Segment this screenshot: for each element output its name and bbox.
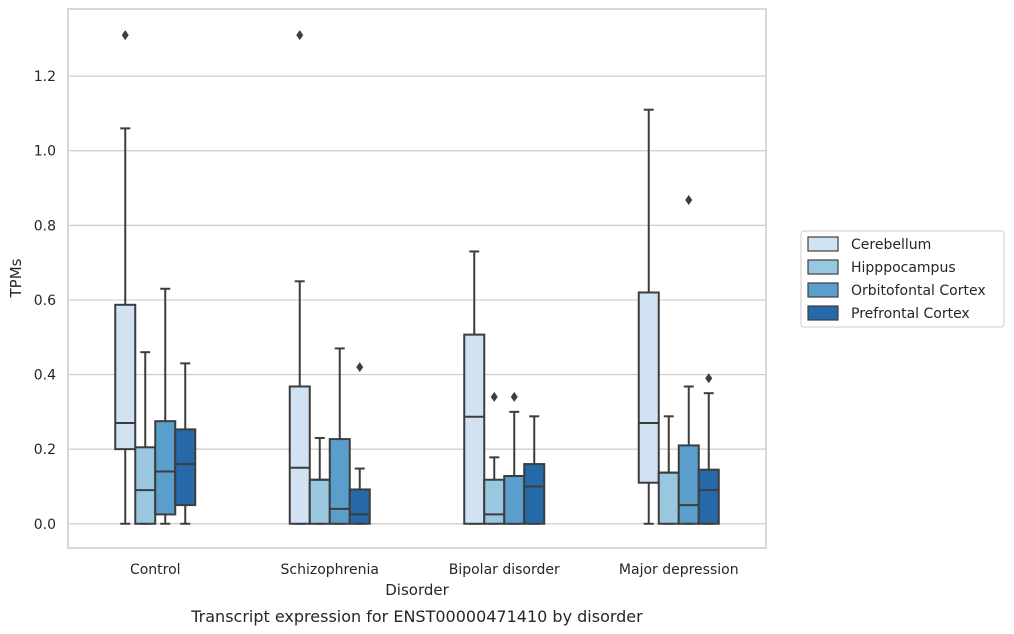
x-tick-label: Schizophrenia [281,562,379,578]
y-tick-label: 0.0 [34,517,56,533]
box [677,444,700,525]
box [463,333,486,525]
outlier-point [510,391,518,402]
legend-label: Cerebellum [851,237,931,253]
outlier-point [121,30,129,41]
legend-label: Prefrontal Cortex [851,306,970,322]
y-tick-label: 0.8 [34,218,56,234]
box-group [328,347,351,525]
box [134,446,157,525]
box [348,488,371,525]
legend-frame [800,230,1005,328]
box-group [174,362,197,525]
box [114,303,137,451]
box [697,468,720,525]
box [657,471,680,525]
y-axis-label: TPMs [7,258,25,298]
box-group [637,108,660,525]
box-group [523,415,546,525]
legend-label: Hipppocampus [851,260,956,276]
legend-swatch [807,305,839,321]
box-group [348,362,371,525]
legend-swatch [807,259,839,275]
x-tick-label: Control [130,562,181,578]
outlier-point [685,194,693,205]
outlier-point [356,362,364,373]
plot-frame [67,8,767,549]
y-tick-label: 0.2 [34,442,56,458]
x-axis-label: Disorder [385,581,449,599]
outlier-point [490,391,498,402]
legend-swatch [807,236,839,252]
y-tick-label: 1.2 [34,69,56,85]
figure-caption: Transcript expression for ENST0000047141… [190,607,643,626]
box-groups [114,30,720,525]
box [637,291,660,484]
box [523,463,546,525]
box [483,478,506,525]
outlier-point [296,30,304,41]
box [308,478,331,525]
y-tick-labels: 0.0 0.2 0.4 0.6 0.8 1.0 1.2 [34,69,56,533]
y-tick-label: 0.4 [34,368,56,384]
x-tick-labels: Control Schizophrenia Bipolar disorder Majo… [130,562,739,578]
box [154,420,177,516]
y-tick-label: 1.0 [34,144,56,160]
x-tick-label: Major depression [619,562,739,578]
outlier-point [705,373,713,384]
box-group [463,250,486,525]
box [288,385,311,525]
box [503,475,526,525]
legend-label: Orbitofontal Cortex [851,283,986,299]
x-tick-label: Bipolar disorder [449,562,560,578]
box-group [114,30,137,525]
box-group [697,373,720,525]
box-group [134,351,157,525]
legend-swatch [807,282,839,298]
legend: Cerebellum Hipppocampus Orbitofontal Corte… [800,230,1005,328]
box [328,438,351,525]
y-tick-label: 0.6 [34,293,56,309]
box-group [288,30,311,525]
box [174,428,197,507]
